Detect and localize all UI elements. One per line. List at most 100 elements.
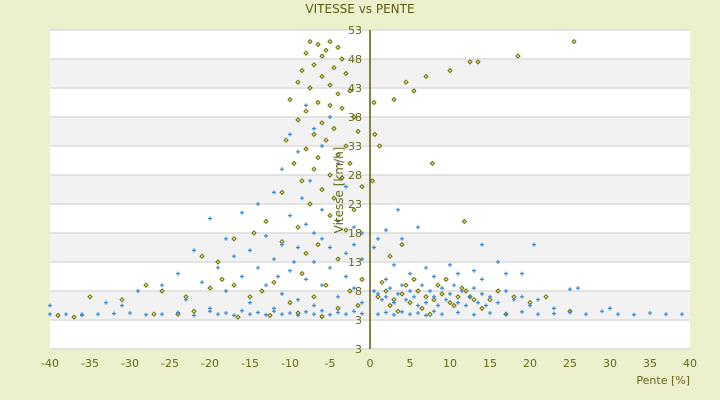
data-point-plus [328, 312, 332, 317]
data-point-plus [128, 311, 132, 316]
data-point-diamond [495, 288, 501, 294]
x-tick-label: 30 [603, 357, 617, 370]
data-point-diamond [411, 88, 417, 94]
data-point-plus [296, 313, 300, 318]
data-point-diamond [427, 311, 433, 317]
data-point-plus [392, 262, 396, 267]
data-point-plus [380, 297, 384, 302]
data-point-plus [496, 300, 500, 305]
data-point-plus [416, 303, 420, 308]
data-point-plus [520, 294, 524, 299]
data-point-plus [404, 297, 408, 302]
data-point-plus [264, 283, 268, 288]
data-point-plus [336, 294, 340, 299]
data-point-plus [144, 312, 148, 317]
data-point-plus [472, 286, 476, 291]
data-point-plus [344, 251, 348, 256]
data-point-plus [648, 311, 652, 316]
data-point-diamond [307, 38, 313, 45]
data-point-plus [304, 277, 308, 282]
data-point-plus [376, 291, 380, 296]
data-point-diamond [351, 114, 357, 120]
data-point-plus [288, 213, 292, 218]
data-point-plus [416, 311, 420, 316]
y-tick-label: 43 [348, 82, 362, 95]
x-tick-label: 40 [683, 357, 697, 370]
data-point-plus [372, 245, 376, 250]
data-point-plus [208, 216, 212, 221]
data-point-diamond [423, 294, 429, 300]
data-point-plus [520, 309, 524, 314]
data-point-diamond [429, 160, 436, 167]
data-point-plus [64, 312, 68, 317]
data-point-plus [680, 312, 684, 317]
data-point-plus [344, 274, 348, 279]
data-point-plus [232, 313, 236, 318]
x-tick-label: -35 [81, 357, 99, 370]
data-point-diamond [383, 288, 389, 294]
data-point-diamond [379, 279, 385, 286]
y-tick-label: 18 [348, 227, 362, 240]
data-point-plus [456, 271, 460, 276]
data-point-diamond [327, 38, 333, 45]
data-point-diamond [407, 299, 413, 306]
data-point-plus [536, 297, 540, 302]
data-point-diamond [319, 313, 325, 320]
x-tick-label: 20 [523, 357, 537, 370]
data-point-diamond [311, 131, 317, 138]
data-point-plus [176, 310, 180, 315]
data-point-plus [248, 300, 252, 305]
data-point-plus [256, 265, 260, 270]
data-point-diamond [143, 282, 149, 288]
data-point-plus [488, 294, 492, 299]
data-point-plus [312, 231, 316, 235]
data-point-diamond [331, 125, 337, 132]
data-point-diamond [231, 236, 237, 242]
data-point-plus [468, 294, 472, 299]
data-point-plus [312, 260, 316, 264]
data-point-plus [292, 260, 296, 264]
data-point-plus [336, 310, 340, 315]
data-point-plus [320, 144, 324, 148]
data-point-diamond [311, 62, 317, 68]
data-point-diamond [447, 299, 453, 306]
data-point-diamond [207, 285, 213, 291]
data-point-plus [264, 233, 268, 238]
data-point-plus [408, 289, 412, 293]
data-point-plus [276, 274, 280, 279]
y-tick-label: 8 [355, 285, 362, 298]
data-point-diamond [287, 299, 293, 306]
data-point-plus [452, 283, 456, 288]
data-point-plus [360, 257, 364, 262]
data-point-plus [320, 283, 324, 288]
data-point-plus [224, 236, 228, 241]
data-point-diamond [267, 312, 273, 319]
y-tick-label: 28 [348, 169, 362, 182]
x-tick-label: 15 [483, 357, 497, 370]
data-point-diamond [315, 241, 321, 248]
data-point-plus [248, 312, 252, 317]
data-point-plus [520, 271, 524, 276]
x-tick-label: -30 [121, 357, 139, 370]
y-tick-label: 13 [348, 256, 362, 269]
data-point-diamond [287, 96, 293, 103]
data-point-diamond [571, 38, 577, 45]
data-point-diamond [387, 253, 393, 259]
data-point-plus [96, 312, 100, 317]
data-point-diamond [299, 270, 305, 277]
data-point-plus [232, 254, 236, 259]
data-point-plus [272, 257, 276, 262]
data-point-plus [584, 312, 588, 317]
data-point-diamond [387, 302, 393, 309]
data-point-plus [304, 309, 308, 314]
data-point-diamond [327, 212, 333, 219]
data-point-diamond [543, 294, 549, 300]
data-point-diamond [231, 282, 237, 288]
data-point-plus [352, 286, 356, 291]
data-point-plus [248, 248, 252, 253]
data-point-diamond [191, 308, 197, 315]
data-point-plus [300, 196, 304, 201]
data-point-plus [280, 242, 284, 247]
data-point-plus [304, 222, 308, 227]
data-point-diamond [71, 314, 77, 320]
